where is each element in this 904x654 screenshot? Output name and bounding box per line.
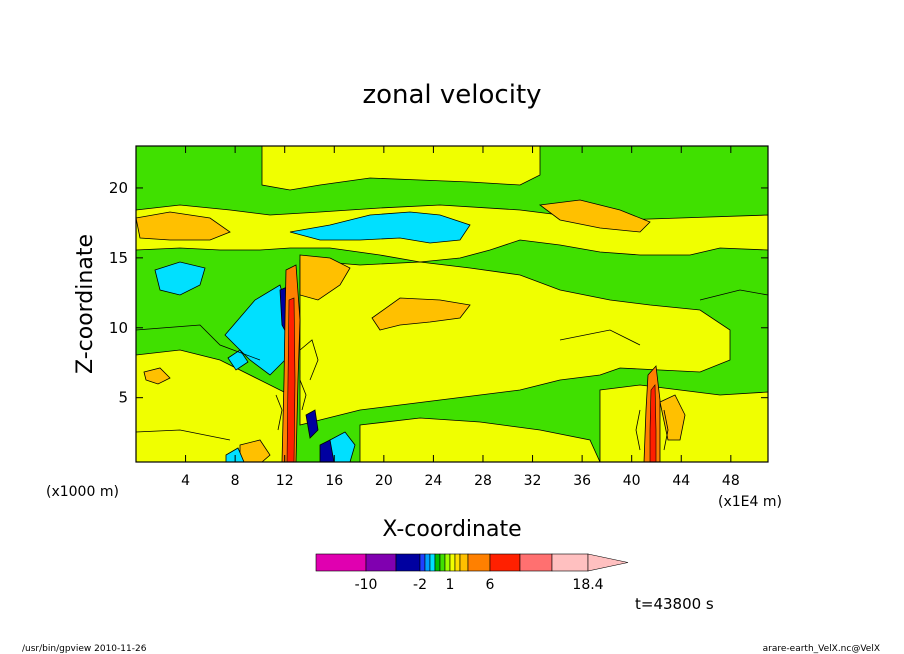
colorbar: -10 -2 1 6 18.4 — [315, 553, 629, 593]
field-patch-orange — [538, 199, 651, 233]
footer-left: /usr/bin/gpview 2010-11-26 — [22, 644, 147, 654]
field-core-blue — [305, 409, 319, 439]
field-patch-orange — [143, 367, 171, 385]
plot-field — [136, 146, 768, 462]
field-patch-orange — [299, 254, 351, 301]
colorbar-tick-label: -10 — [355, 577, 378, 593]
colorbar-tick-label: 1 — [446, 577, 455, 593]
colorbar-swatch — [424, 553, 431, 572]
y-axis: 5 10 15 20 — [109, 179, 768, 407]
x-tick-label: 44 — [672, 473, 690, 489]
colorbar-swatch — [454, 553, 461, 572]
chart-title: zonal velocity — [362, 80, 541, 110]
y-axis-label: Z-coordinate — [73, 234, 98, 374]
colorbar-swatch — [439, 553, 446, 572]
colorbar-tick-label: 18.4 — [572, 577, 603, 593]
x-tick-label: 28 — [474, 473, 492, 489]
field-column-red — [286, 297, 296, 462]
field-patch-orange — [659, 394, 686, 441]
y-tick-label: 10 — [109, 319, 128, 337]
colorbar-swatch — [519, 553, 553, 572]
x-tick-label: 48 — [722, 473, 740, 489]
colorbar-swatch — [449, 553, 456, 572]
x-axis-label: X-coordinate — [382, 517, 521, 542]
y-tick-label: 20 — [109, 179, 128, 197]
x-tick-label: 36 — [573, 473, 591, 489]
field-patch-cyan — [289, 211, 471, 244]
x-tick-label: 40 — [623, 473, 641, 489]
x-axis: 4 8 12 16 20 24 28 32 36 40 44 48 — [181, 146, 740, 489]
field-patch-cyan — [227, 349, 249, 371]
y-tick-label: 5 — [118, 389, 128, 407]
colorbar-swatch — [444, 553, 451, 572]
time-label: t=43800 s — [635, 595, 714, 613]
colorbar-tick-label: -2 — [413, 577, 427, 593]
x-axis-unit-right: (x1E4 m) — [718, 494, 782, 510]
field-patch-orange — [371, 297, 471, 331]
y-tick-label: 15 — [109, 249, 128, 267]
field-core-blue — [319, 439, 335, 462]
x-tick-label: 24 — [424, 473, 442, 489]
colorbar-tick-label: 6 — [486, 577, 495, 593]
plot-frame — [135, 145, 769, 463]
x-tick-label: 16 — [325, 473, 343, 489]
x-tick-label: 20 — [375, 473, 393, 489]
colorbar-swatch — [489, 553, 521, 572]
field-patch-orange — [136, 211, 231, 241]
colorbar-swatch — [429, 553, 436, 572]
colorbar-swatch — [395, 553, 421, 572]
x-tick-label: 32 — [524, 473, 542, 489]
field-band-yellow — [599, 384, 768, 462]
x-tick-label: 4 — [181, 473, 190, 489]
field-band-yellow — [261, 146, 541, 191]
footer-right: arare-earth_VelX.nc@VelX — [763, 644, 880, 654]
field-column-red — [649, 384, 657, 462]
x-tick-label: 8 — [231, 473, 240, 489]
colorbar-swatch — [365, 553, 397, 572]
colorbar-swatch — [459, 553, 469, 572]
colorbar-swatch — [315, 553, 367, 572]
colorbar-swatch — [434, 553, 441, 572]
x-axis-unit-left: (x1000 m) — [46, 484, 119, 500]
x-tick-label: 12 — [276, 473, 294, 489]
colorbar-swatch — [551, 553, 589, 572]
field-band-yellow — [136, 349, 291, 462]
colorbar-extend-arrow — [587, 553, 629, 572]
field-patch-cyan — [154, 261, 206, 296]
field-band-yellow — [359, 417, 601, 462]
colorbar-swatch — [467, 553, 491, 572]
colorbar-swatch — [419, 553, 426, 572]
